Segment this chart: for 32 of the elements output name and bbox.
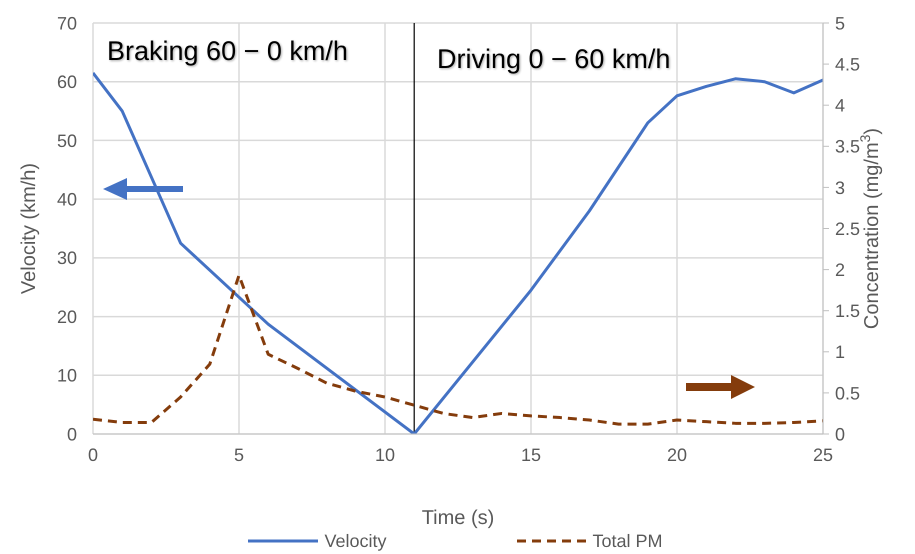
x-tick-label: 5 [234,444,244,465]
x-tick-label: 10 [374,444,396,465]
y-tick-label: 70 [56,13,77,34]
y2-tick-label: 4.5 [835,54,860,74]
y2-tick-label: 0.5 [835,383,860,404]
y2-tick-label: 0 [835,424,846,444]
y2-tick-label: 2 [835,260,846,280]
y-tick-label: 10 [56,366,77,386]
legend-label: Velocity [324,530,386,553]
y-axis-title: Velocity (km/h) [18,162,40,294]
y2-tick-label: 3 [835,178,846,198]
legend-label: Total PM [592,530,663,553]
y2-tick-label: 2.5 [835,218,860,239]
y-tick-label: 60 [56,72,77,92]
y-tick-label: 20 [56,306,77,327]
x-tick-label: 20 [666,444,688,465]
y-tick-label: 50 [56,130,77,151]
x-tick-label: 15 [520,444,542,465]
annotation: Braking 60 − 0 km/h [107,36,348,67]
y-tick-label: 30 [56,248,77,268]
y2-tick-label: 4 [835,96,846,116]
x-tick-label: 0 [88,444,98,465]
x-tick-label: 25 [812,444,834,465]
annotation: Driving 0 − 60 km/h [437,44,670,75]
y-tick-label: 40 [56,190,77,210]
y2-tick-label: 1 [835,342,846,362]
y-tick-label: 0 [66,424,77,444]
y2-tick-label: 3.5 [835,136,860,157]
y2-tick-label: 1.5 [835,301,860,322]
x-axis-title: Time (s) [422,507,494,529]
line-series [93,274,823,426]
y2-tick-label: 5 [835,13,846,34]
